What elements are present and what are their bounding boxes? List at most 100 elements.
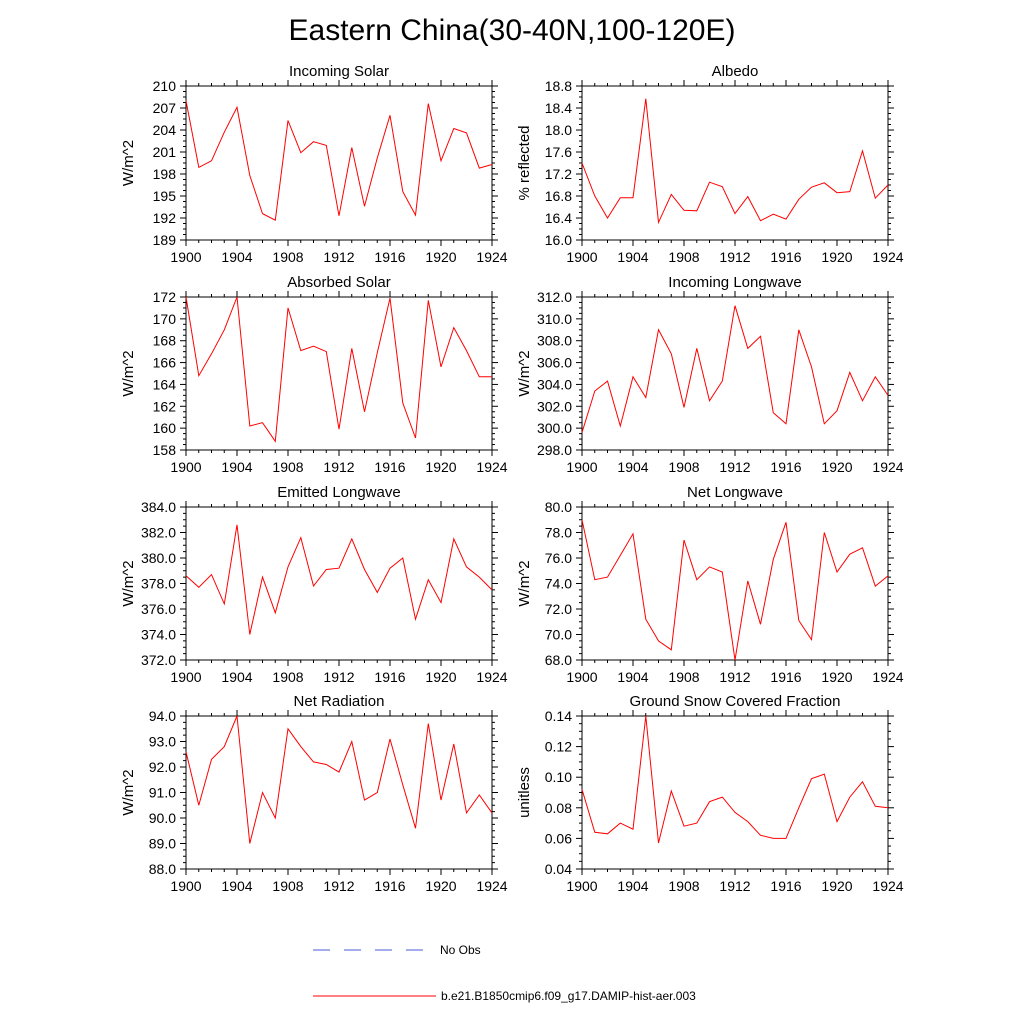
y-tick-label: 70.0 — [545, 627, 572, 643]
y-tick-label: 91.0 — [149, 785, 176, 801]
x-tick-label: 1912 — [323, 459, 354, 475]
x-tick-label: 1912 — [323, 249, 354, 265]
y-axis-label: % reflected — [516, 125, 533, 200]
series-line-incoming-solar — [185, 100, 493, 221]
panel-incoming-solar: Incoming Solar W/m^2 1900 1904 1908 1912 1916 1… — [120, 63, 508, 265]
y-tick-label: 0.06 — [545, 830, 572, 846]
x-tick-label: 1920 — [425, 459, 456, 475]
series-line-net-radiation — [185, 715, 493, 844]
x-tick-label: 1908 — [668, 878, 699, 894]
x-tick-label: 1908 — [272, 459, 303, 475]
series-line-ground-snow-covered-fraction — [581, 715, 889, 844]
y-tick-label: 89.0 — [149, 836, 176, 852]
x-tick-label: 1900 — [170, 669, 201, 685]
x-tick-label: 1916 — [374, 249, 405, 265]
panel-absorbed-solar: Absorbed Solar W/m^2 1900 1904 1908 1912 1916 1… — [120, 274, 508, 475]
panel-title: Emitted Longwave — [277, 484, 400, 501]
y-tick-label: 172 — [153, 289, 177, 305]
y-tick-label: 166 — [153, 355, 177, 371]
x-tick-label: 1900 — [566, 459, 597, 475]
x-tick-label: 1912 — [719, 878, 750, 894]
y-tick-label: 76.0 — [545, 550, 572, 566]
x-tick-label: 1912 — [323, 669, 354, 685]
legend-model-run-label: b.e21.B1850cmip6.f09_g17.DAMIP-hist-aer.… — [441, 989, 696, 1003]
y-tick-label: 93.0 — [149, 734, 176, 750]
x-tick-label: 1908 — [272, 249, 303, 265]
y-tick-label: 384.0 — [141, 499, 176, 515]
x-tick-label: 1900 — [170, 459, 201, 475]
x-tick-label: 1920 — [821, 669, 852, 685]
x-tick-label: 1924 — [872, 459, 903, 475]
y-tick-label: 195 — [153, 188, 177, 204]
x-tick-label: 1924 — [872, 249, 903, 265]
x-tick-label: 1920 — [425, 249, 456, 265]
x-tick-label: 1904 — [221, 669, 252, 685]
y-tick-label: 380.0 — [141, 550, 176, 566]
y-tick-label: 310.0 — [537, 311, 572, 327]
chart-panels: Incoming Solar W/m^2 1900 1904 1908 1912 1916 1… — [120, 63, 904, 894]
y-tick-label: 17.2 — [545, 166, 572, 182]
y-tick-label: 302.0 — [537, 398, 572, 414]
x-tick-label: 1920 — [821, 878, 852, 894]
y-tick-label: 164 — [153, 376, 177, 392]
panel-ground-snow-covered-fraction: Ground Snow Covered Fraction unitless 1900… — [516, 693, 904, 894]
x-tick-label: 1912 — [719, 249, 750, 265]
x-tick-label: 1916 — [374, 459, 405, 475]
y-tick-label: 92.0 — [149, 759, 176, 775]
x-tick-label: 1904 — [221, 878, 252, 894]
y-tick-label: 17.6 — [545, 144, 572, 160]
x-tick-label: 1912 — [323, 878, 354, 894]
y-tick-label: 90.0 — [149, 810, 176, 826]
y-axis-label: unitless — [516, 767, 533, 818]
y-tick-label: 0.04 — [545, 861, 572, 877]
x-tick-label: 1900 — [170, 878, 201, 894]
y-tick-label: 306.0 — [537, 355, 572, 371]
x-tick-label: 1904 — [617, 459, 648, 475]
x-tick-label: 1924 — [476, 459, 507, 475]
y-tick-label: 0.12 — [545, 739, 572, 755]
y-tick-label: 308.0 — [537, 333, 572, 349]
y-tick-label: 210 — [153, 78, 177, 94]
series-line-absorbed-solar — [185, 296, 492, 443]
y-tick-label: 68.0 — [545, 652, 572, 668]
y-axis-label: W/m^2 — [516, 350, 533, 396]
x-tick-label: 1920 — [821, 249, 852, 265]
y-tick-label: 158 — [153, 442, 177, 458]
y-tick-label: 298.0 — [537, 442, 572, 458]
y-tick-label: 88.0 — [149, 861, 176, 877]
panel-incoming-longwave: Incoming Longwave W/m^2 1900 1904 1908 1912 19… — [516, 274, 904, 475]
panel-albedo: Albedo % reflected 1900 1904 1908 1912 1916 192… — [516, 63, 904, 265]
panel-net-longwave: Net Longwave W/m^2 1900 1904 1908 1912 1916 192… — [516, 484, 904, 685]
panel-title: Albedo — [712, 63, 759, 80]
y-tick-label: 300.0 — [537, 420, 572, 436]
y-tick-label: 18.8 — [545, 78, 572, 94]
y-tick-label: 376.0 — [141, 601, 176, 617]
y-tick-label: 204 — [153, 122, 177, 138]
x-tick-label: 1900 — [566, 669, 597, 685]
x-tick-label: 1916 — [374, 878, 405, 894]
x-tick-label: 1916 — [770, 249, 801, 265]
series-line-incoming-longwave — [581, 305, 889, 433]
legend: No Obs b.e21.B1850cmip6.f09_g17.DAMIP-hi… — [313, 943, 696, 1003]
x-tick-label: 1916 — [770, 878, 801, 894]
y-axis-label: W/m^2 — [120, 769, 137, 815]
x-tick-label: 1904 — [221, 459, 252, 475]
y-tick-label: 382.0 — [141, 525, 176, 541]
x-tick-label: 1904 — [221, 249, 252, 265]
figure-title: Eastern China(30-40N,100-120E) — [289, 14, 736, 47]
y-tick-label: 18.4 — [545, 100, 572, 116]
y-tick-label: 0.14 — [545, 708, 572, 724]
x-tick-label: 1904 — [617, 669, 648, 685]
panel-net-radiation: Net Radiation W/m^2 1900 1904 1908 1912 1916 19… — [120, 693, 508, 894]
x-tick-label: 1924 — [872, 669, 903, 685]
panel-emitted-longwave: Emitted Longwave W/m^2 1900 1904 1908 1912 191… — [120, 484, 508, 685]
x-tick-label: 1916 — [770, 669, 801, 685]
x-tick-label: 1908 — [668, 459, 699, 475]
series-line-net-longwave — [581, 519, 889, 661]
x-tick-label: 1908 — [272, 669, 303, 685]
y-tick-label: 160 — [153, 420, 177, 436]
x-tick-label: 1904 — [617, 249, 648, 265]
y-tick-label: 0.08 — [545, 800, 572, 816]
x-tick-label: 1912 — [719, 459, 750, 475]
